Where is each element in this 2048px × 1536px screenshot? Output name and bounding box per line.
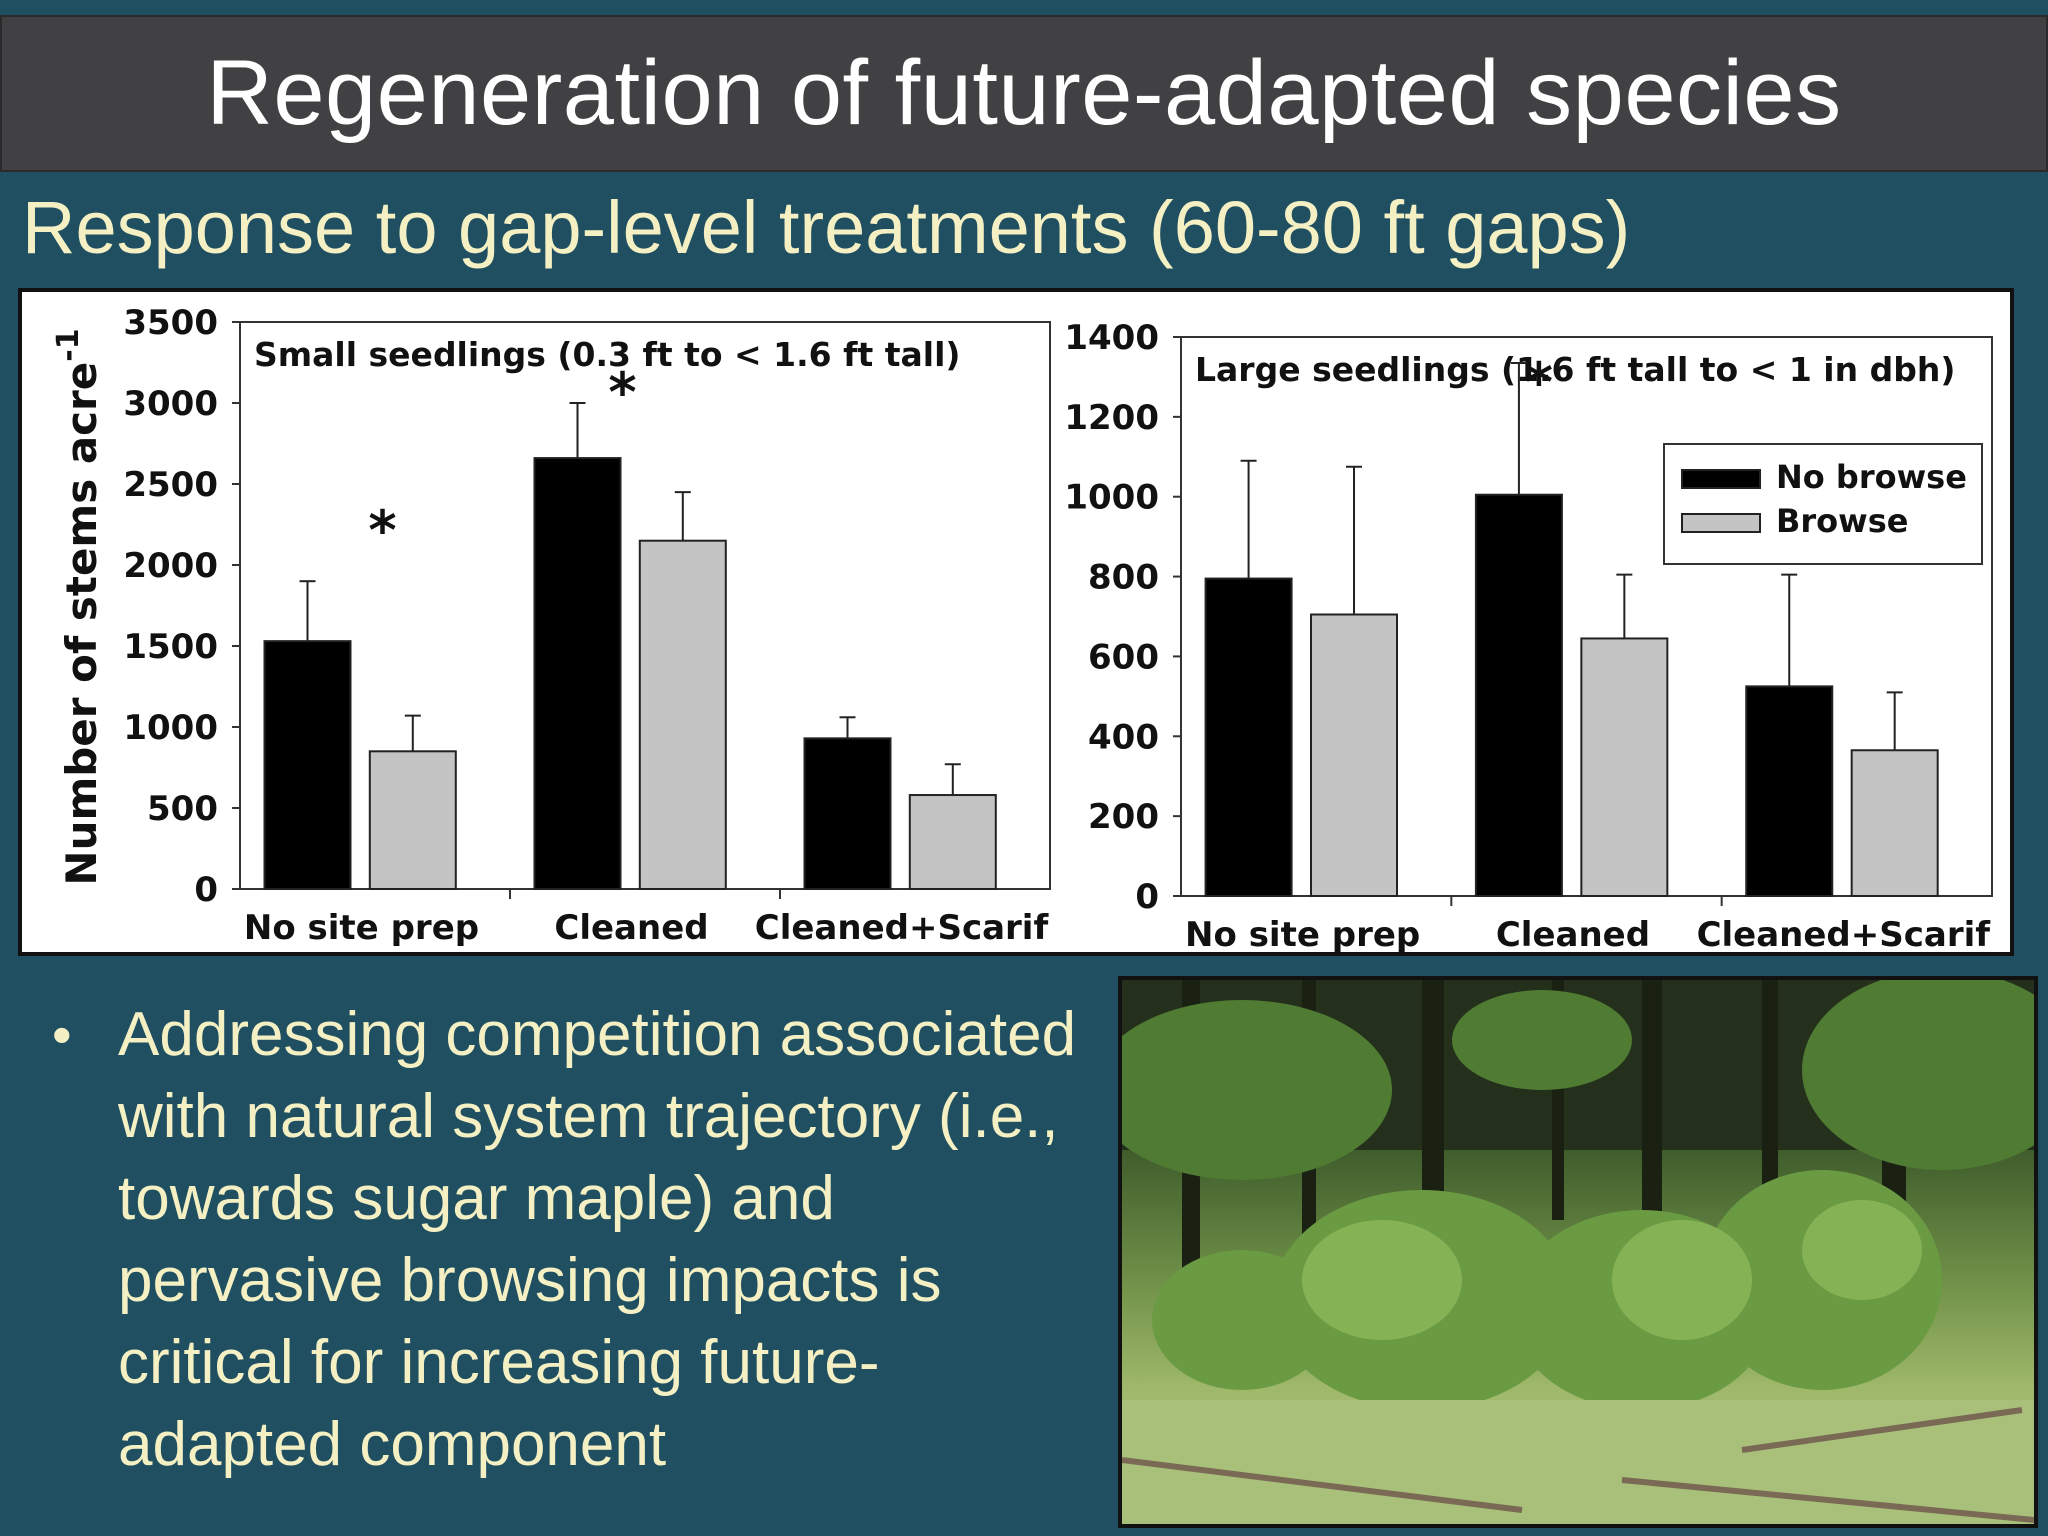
chart1-category-label: Cleaned+Scarif [755, 908, 1050, 948]
chart2-legend-label-browse: Browse [1776, 502, 1908, 540]
chart2-bar-no-browse [1204, 577, 1293, 897]
chart1-ytick-label: 3000 [123, 384, 218, 424]
forest-photo-illustration [1122, 980, 2034, 1524]
chart2-ytick-label: 400 [1088, 717, 1159, 757]
chart-panel: 0 500 1000 1500 2000 2500 3000 3500 Small seedli… [18, 288, 2014, 956]
chart2-ytick-label: 1000 [1064, 478, 1159, 518]
chart1-ylabel-text: Number of stems acre [57, 362, 106, 886]
chart2-title: Large seedlings (1.6 ft tall to < 1 in d… [1195, 350, 1955, 389]
chart1-category-label: Cleaned [554, 908, 708, 948]
slide-subtitle: Response to gap-level treatments (60-80 … [22, 186, 1631, 269]
chart1-ytick-label: 0 [194, 870, 218, 910]
chart1-ytick-label: 2000 [123, 546, 218, 586]
chart2-bar-no-browse [1474, 493, 1563, 897]
chart1-title: Small seedlings (0.3 ft to < 1.6 ft tall… [254, 335, 960, 374]
chart1-bar-no-browse [263, 640, 352, 891]
chart2-ytick-label: 800 [1088, 558, 1159, 598]
chart1-ytick-label: 1500 [123, 627, 218, 667]
chart2-category-label: Cleaned+Scarif [1697, 915, 1992, 952]
bullet-item: • Addressing competition associated with… [52, 994, 1082, 1486]
chart2-legend-box [1663, 443, 1983, 565]
chart2-legend-swatch-browse [1681, 513, 1761, 533]
chart2-bar-browse [1310, 613, 1399, 897]
chart1-ytick-label: 3500 [123, 303, 218, 343]
chart2-bar-browse [1580, 637, 1669, 897]
chart2-legend-swatch-no-browse [1681, 469, 1761, 489]
slide-title: Regeneration of future-adapted species [206, 42, 1842, 144]
chart1-significance-star: * [608, 361, 636, 424]
bullet-text: Addressing competition associated with n… [118, 1000, 1077, 1479]
bullet-marker: • [52, 1003, 72, 1066]
chart2-category-label: Cleaned [1496, 915, 1650, 952]
chart1-bar-browse [638, 539, 727, 890]
chart1-bar-no-browse [533, 457, 622, 891]
chart2-ytick-label: 0 [1135, 877, 1159, 917]
chart1-ytick-label: 2500 [123, 465, 218, 505]
title-bar: Regeneration of future-adapted species [0, 15, 2048, 172]
chart2-ytick-label: 1400 [1064, 318, 1159, 358]
chart2-legend-label-no-browse: No browse [1776, 458, 1967, 496]
chart1-ylabel-superscript: -1 [51, 328, 86, 361]
chart2-ytick-label: 600 [1088, 637, 1159, 677]
chart1-category-label: No site prep [244, 908, 479, 948]
chart2-ytick-label: 1200 [1064, 398, 1159, 438]
forest-photo [1118, 976, 2038, 1528]
chart1-ylabel: Number of stems acre-1 [51, 328, 106, 885]
chart2-ytick-label: 200 [1088, 797, 1159, 837]
chart2-bar-no-browse [1745, 685, 1834, 897]
chart2-category-label: No site prep [1185, 915, 1420, 952]
chart1-bar-no-browse [803, 737, 892, 890]
chart1-significance-star: * [368, 499, 396, 562]
chart1-bar-browse [368, 750, 457, 890]
chart1-ytick-label: 500 [147, 789, 218, 829]
chart1-bar-browse [908, 794, 997, 891]
chart1-ytick-label: 1000 [123, 708, 218, 748]
chart2-significance-star: * [1525, 351, 1553, 414]
chart2-bar-browse [1850, 749, 1939, 897]
